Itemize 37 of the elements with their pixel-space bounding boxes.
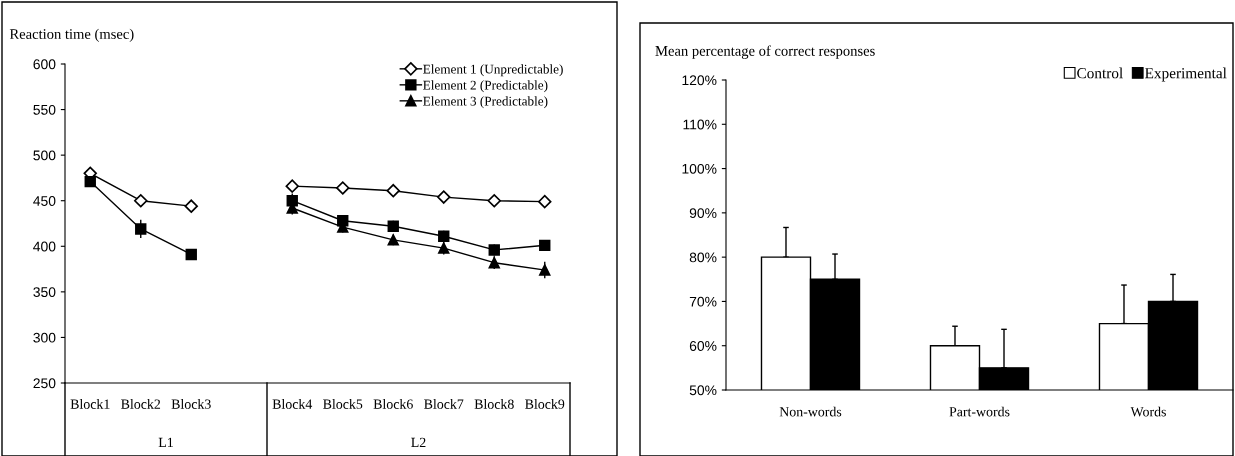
x-tick-label: Block5 (323, 399, 363, 409)
x-tick-label: Block9 (525, 399, 565, 409)
legend-label: Control (1077, 67, 1123, 79)
legend-label: Element 1 (Unpredictable) (423, 64, 563, 77)
y-tick-label: 300 (33, 332, 56, 343)
y-tick-label: 50% (689, 385, 717, 396)
y-tick-label: 550 (33, 104, 56, 115)
x-tick-label: Block7 (424, 399, 464, 409)
x-tick-label: Part-words (949, 406, 1010, 417)
x-tick-label: Block2 (121, 399, 161, 409)
y-tick-label: 110% (683, 119, 717, 130)
y-tick-label: 90% (689, 208, 717, 219)
y-tick-label: 600 (33, 59, 56, 70)
x-tick-label: Block8 (474, 399, 514, 409)
y-tick-label: 60% (689, 341, 717, 351)
x-tick-label: Block4 (272, 399, 313, 409)
y-axis-title: Reaction time (msec) (9, 28, 134, 42)
text: L1 (158, 437, 173, 447)
y-tick-label: 450 (33, 196, 56, 206)
y-axis-title: Mean percentage of correct responses (655, 45, 875, 59)
x-tick-label: Block3 (171, 399, 211, 409)
x-tick-label: Block1 (70, 399, 110, 409)
text: L2 (411, 437, 426, 447)
y-tick-label: 100% (682, 163, 717, 174)
y-tick-label: 80% (689, 252, 717, 263)
legend-label: Experimental (1145, 67, 1227, 82)
legend-label: Element 2 (Predictable) (423, 80, 548, 93)
y-tick-label: 350 (33, 287, 56, 298)
y-tick-label: 250 (33, 378, 56, 389)
y-tick-label: 70% (689, 296, 717, 307)
y-tick-label: 500 (33, 150, 56, 161)
y-tick-label: 400 (33, 241, 56, 252)
legend-label: Element 3 (Predictable) (423, 96, 548, 109)
y-tick-label: 120% (682, 75, 717, 86)
x-tick-label: Block6 (373, 399, 413, 409)
x-tick-label: Non-words (779, 406, 842, 417)
x-tick-label: Words (1130, 406, 1166, 417)
